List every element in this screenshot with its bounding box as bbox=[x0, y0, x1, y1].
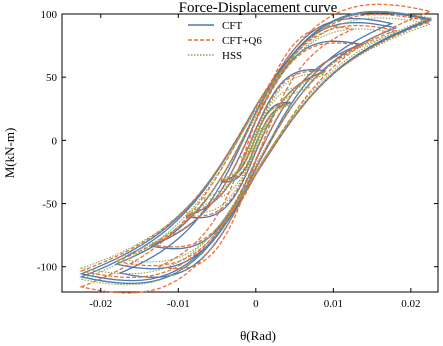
y-tick-label: 0 bbox=[52, 135, 58, 147]
plot-frame bbox=[61, 13, 439, 293]
x-tick-label: -0.01 bbox=[167, 298, 190, 310]
y-axis-label: M(kN-m) bbox=[2, 128, 17, 179]
legend-label: CFT+Q6 bbox=[222, 35, 262, 47]
x-tick-label: 0 bbox=[253, 298, 259, 310]
y-tick-label: 50 bbox=[46, 72, 58, 84]
y-tick-label: -100 bbox=[37, 262, 58, 274]
hysteresis-loop bbox=[220, 103, 291, 182]
legend-label: CFT bbox=[222, 20, 242, 32]
hysteresis-loop bbox=[79, 3, 433, 294]
hysteresis-loop bbox=[220, 104, 291, 180]
series-cft bbox=[79, 10, 433, 285]
hysteresis-loop bbox=[79, 11, 433, 286]
x-tick-label: 0.02 bbox=[401, 298, 420, 310]
x-tick-label: -0.02 bbox=[89, 298, 112, 310]
hysteresis-loop bbox=[201, 86, 311, 200]
ticks-layer: -0.02 -0.01 0 0.01 0.02 -100 -50 0 50 100 bbox=[37, 9, 438, 310]
y-tick-label: 100 bbox=[41, 9, 58, 21]
hysteresis-loop bbox=[185, 73, 326, 214]
legend: CFT CFT+Q6 HSS bbox=[188, 20, 262, 62]
x-tick-label: 0.01 bbox=[324, 298, 343, 310]
y-tick-label: -50 bbox=[42, 199, 57, 211]
series-layer bbox=[79, 3, 433, 294]
legend-label: HSS bbox=[222, 50, 242, 62]
chart-title: Force-Displacement curve bbox=[179, 0, 338, 16]
hysteresis-loop bbox=[240, 124, 272, 158]
hysteresis-loop bbox=[114, 28, 398, 263]
x-axis-label: θ(Rad) bbox=[240, 328, 276, 343]
series-hss bbox=[79, 11, 433, 286]
hysteresis-loop bbox=[79, 17, 433, 275]
hysteresis-loop bbox=[220, 101, 291, 183]
